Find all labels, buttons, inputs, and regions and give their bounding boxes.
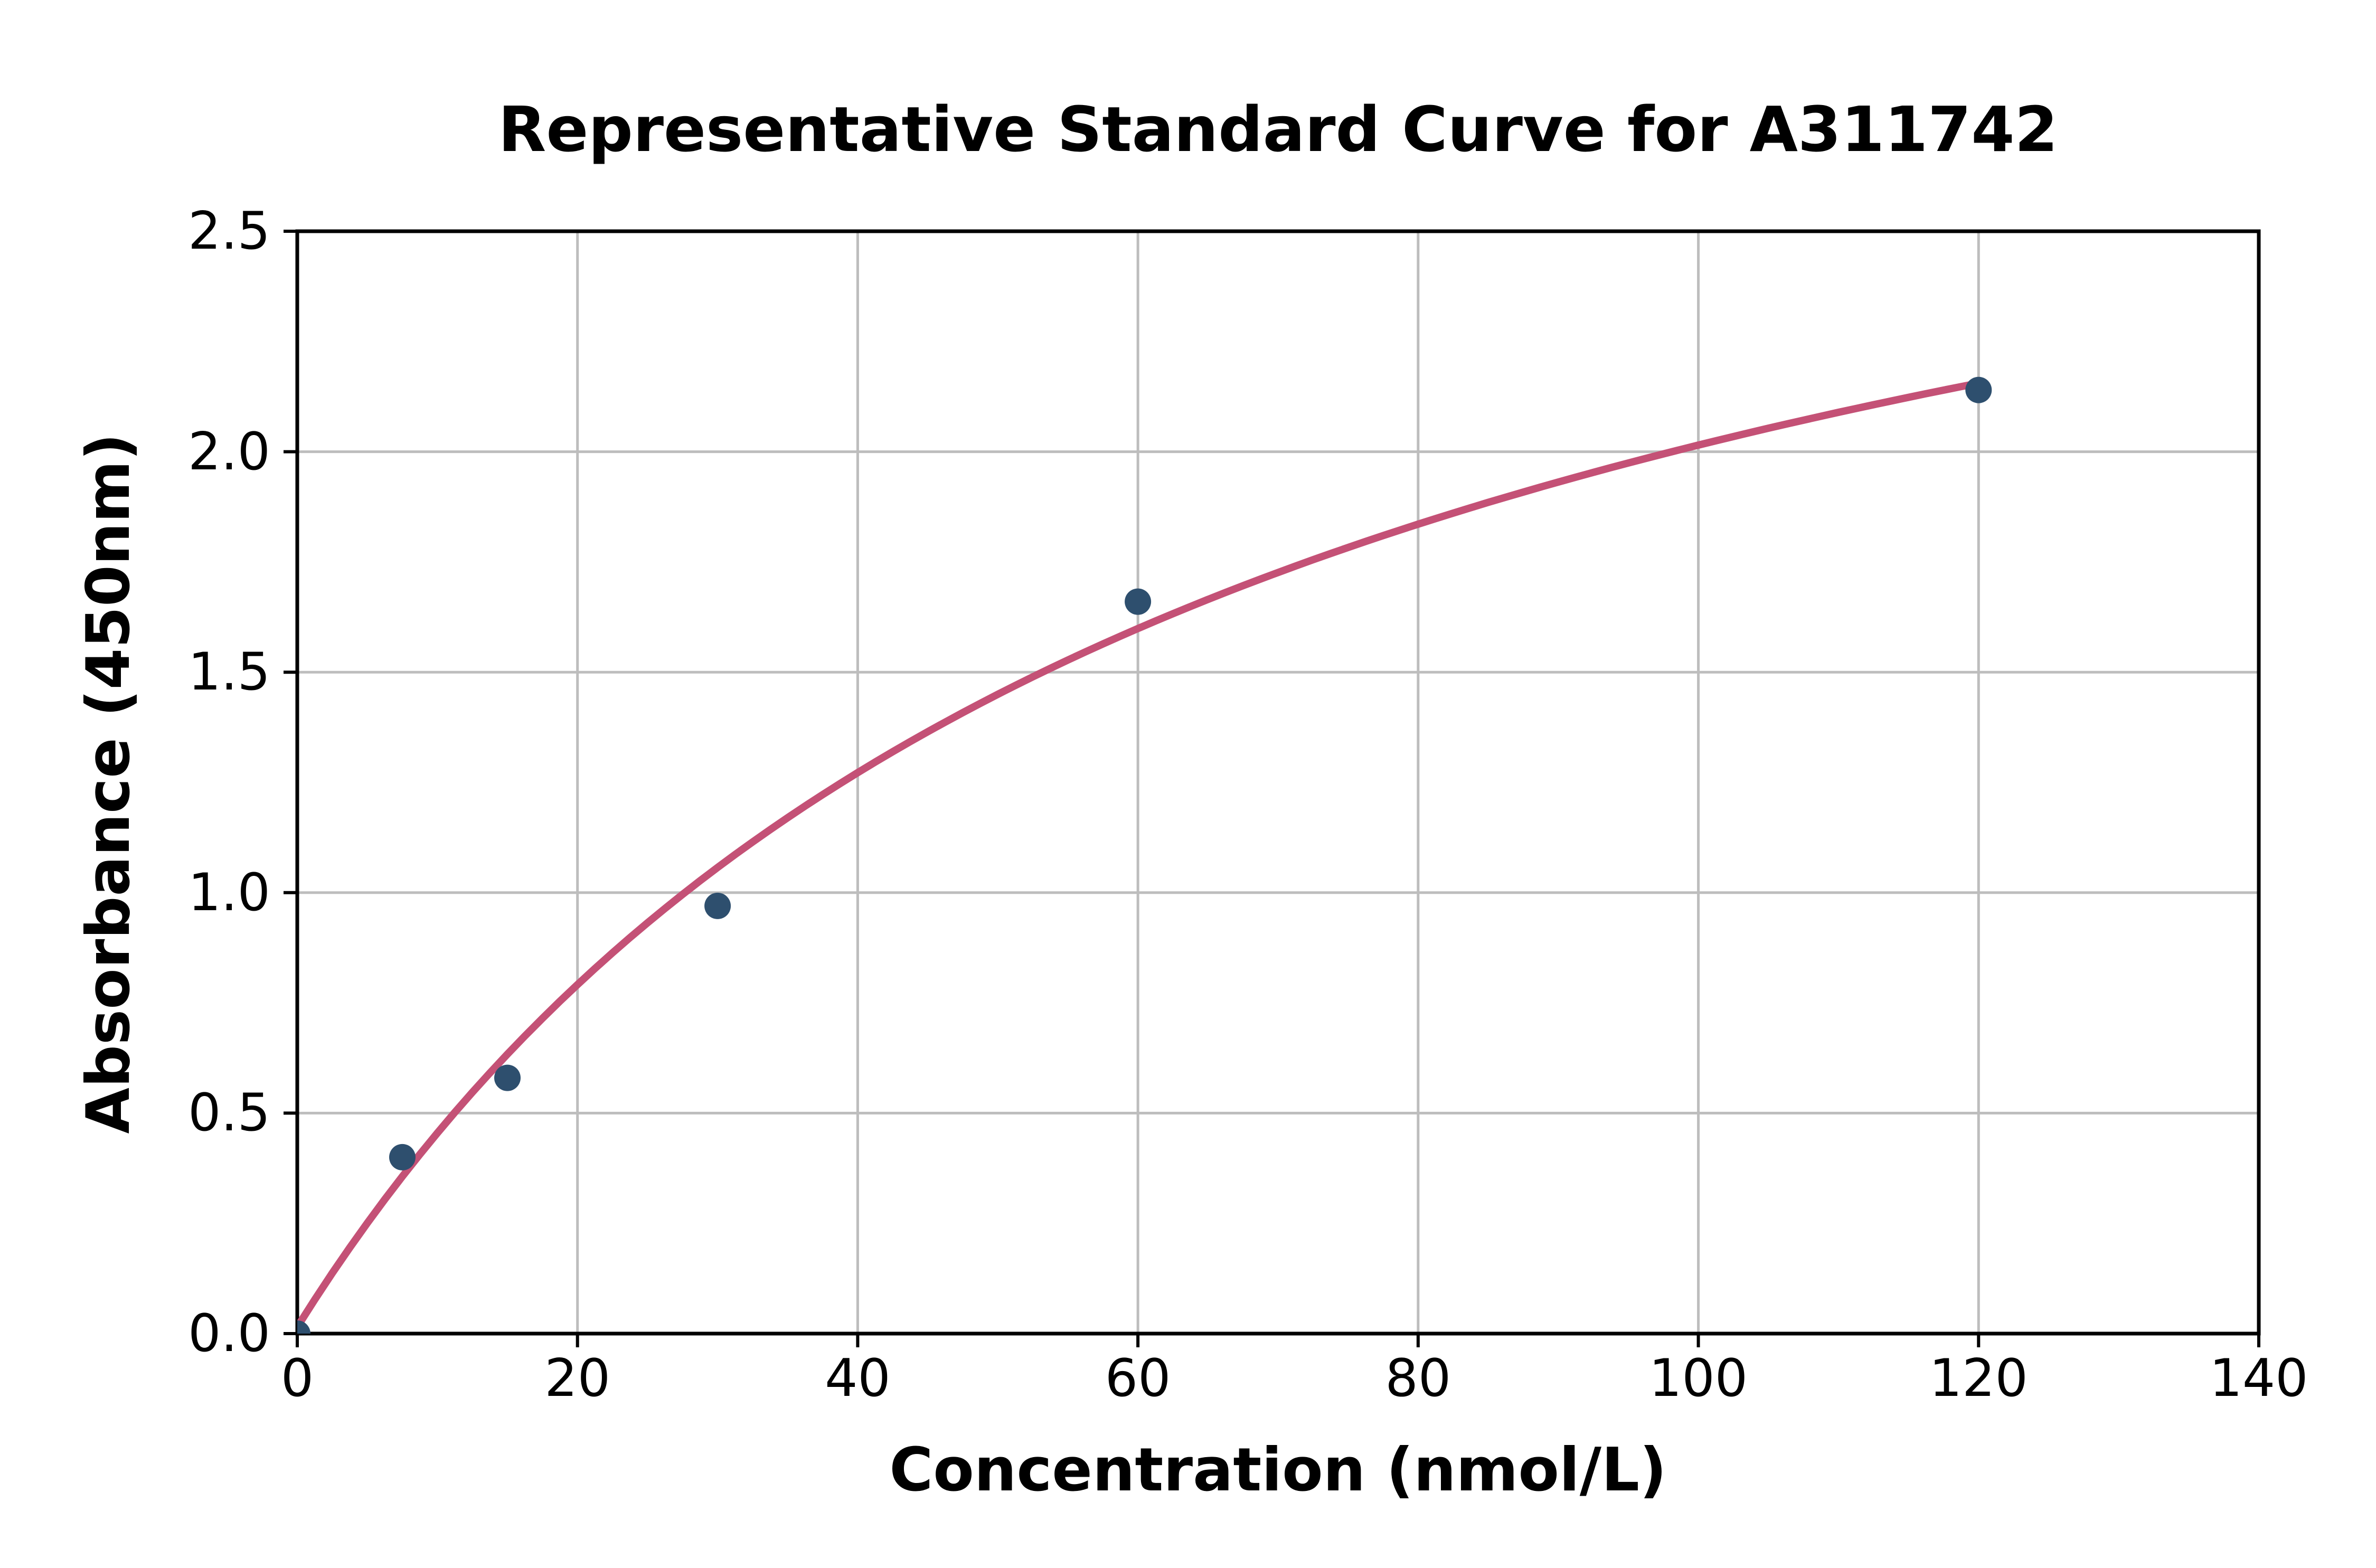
x-tick-label: 0 bbox=[280, 1348, 314, 1409]
data-point bbox=[704, 892, 731, 919]
x-tick-label: 80 bbox=[1385, 1348, 1451, 1409]
axis-ticks bbox=[284, 230, 2260, 1347]
data-point bbox=[297, 1320, 310, 1334]
data-point bbox=[389, 1144, 416, 1170]
y-axis-title: Absorbance (450nm) bbox=[73, 433, 143, 1134]
x-tick-label: 20 bbox=[544, 1348, 611, 1409]
x-tick-label: 140 bbox=[2209, 1348, 2308, 1409]
y-tick-label: 1.0 bbox=[188, 862, 270, 923]
data-points bbox=[297, 376, 1992, 1334]
axes-spines bbox=[295, 229, 2261, 1336]
chart-title: Representative Standard Curve for A31174… bbox=[498, 93, 2058, 166]
y-tick-label: 2.5 bbox=[188, 201, 270, 261]
x-tick-label: 60 bbox=[1105, 1348, 1171, 1409]
data-point bbox=[494, 1064, 521, 1091]
x-tick-label: 100 bbox=[1649, 1348, 1748, 1409]
y-tick-label: 1.5 bbox=[188, 642, 270, 703]
fit-curve-line bbox=[297, 379, 1983, 1331]
y-tick-label: 0.0 bbox=[188, 1303, 270, 1364]
y-tick-label: 0.5 bbox=[188, 1083, 270, 1144]
x-tick-label: 40 bbox=[825, 1348, 891, 1409]
y-tick-label: 2.0 bbox=[188, 421, 270, 482]
data-point bbox=[1125, 588, 1152, 615]
x-axis-title: Concentration (nmol/L) bbox=[889, 1435, 1667, 1505]
grid-lines bbox=[297, 231, 2259, 1334]
data-point bbox=[1965, 376, 1992, 403]
x-tick-label: 120 bbox=[1929, 1348, 2028, 1409]
